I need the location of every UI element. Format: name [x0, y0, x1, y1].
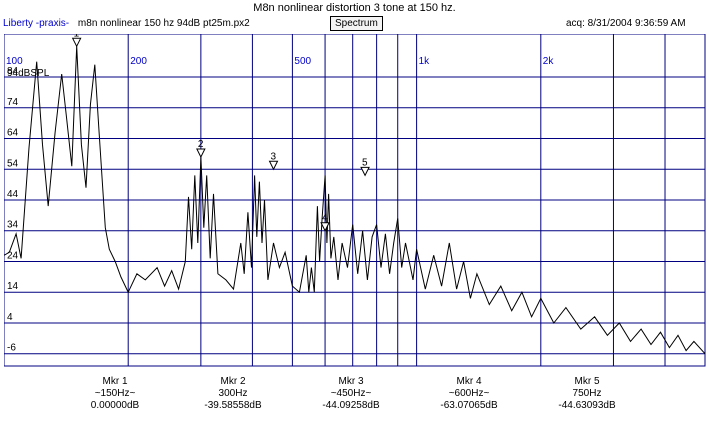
marker-readout-frequency: 300Hz: [218, 388, 248, 399]
marker-4-label: 4: [322, 213, 328, 224]
spectrum-view-button[interactable]: Spectrum: [330, 16, 383, 31]
y-tick-label: 14: [7, 281, 19, 292]
x-tick-label: 500: [294, 56, 311, 67]
y-tick-label: 4: [7, 312, 13, 323]
x-tick-label: 2k: [543, 56, 555, 67]
marker-1-triangle[interactable]: [71, 37, 82, 48]
marker-1-label: 1: [74, 34, 80, 39]
marker-3-triangle[interactable]: [268, 160, 279, 171]
y-tick-label: 64: [7, 128, 19, 139]
marker-2-label: 2: [198, 139, 204, 150]
marker-readout-value: -44.63093dB: [558, 400, 616, 411]
y-tick-label: 54: [7, 158, 19, 169]
y-tick-label: 84: [7, 66, 19, 77]
marker-5-label: 5: [362, 157, 368, 168]
marker-readout-value: -39.58558dB: [204, 400, 262, 411]
marker-readout-4: Mkr 4 ~600Hz~ -63.07065dB: [414, 376, 524, 412]
marker-readout-value: -44.09258dB: [322, 400, 380, 411]
marker-readout-1: Mkr 1 ~150Hz~ 0.00000dB: [60, 376, 170, 412]
y-tick-label: -6: [7, 343, 16, 354]
marker-readout-name: Mkr 4: [456, 376, 482, 387]
y-tick-label: 74: [7, 97, 19, 108]
marker-readout-name: Mkr 3: [338, 376, 364, 387]
marker-readout-name: Mkr 1: [102, 376, 128, 387]
marker-readout-frequency: ~600Hz~: [448, 388, 490, 399]
marker-readout-value: 0.00000dB: [90, 400, 140, 411]
marker-2-triangle[interactable]: [196, 148, 206, 159]
y-tick-labels: 84 74 64 54 44 34 24 14 4 -6: [7, 66, 19, 354]
marker-readout-value: -63.07065dB: [440, 400, 498, 411]
x-tick-label: 1k: [419, 56, 431, 67]
markers: 1 2 3 4 5: [71, 34, 370, 232]
marker-5-triangle[interactable]: [360, 166, 370, 177]
file-info: Liberty -praxis- m8n nonlinear 150 hz 94…: [3, 18, 250, 29]
marker-4-triangle[interactable]: [320, 222, 330, 232]
marker-readout-2: Mkr 2 300Hz -39.58558dB: [178, 376, 288, 412]
app-label: Liberty -praxis-: [3, 18, 70, 29]
file-name: m8n nonlinear 150 hz 94dB pt25m.px2: [77, 18, 250, 29]
marker-readout-frequency: ~450Hz~: [330, 388, 372, 399]
y-tick-label: 44: [7, 189, 19, 200]
x-tick-labels: 100 200 500 1k 2k: [6, 56, 554, 67]
marker-readout-5: Mkr 5 750Hz -44.63093dB: [532, 376, 642, 412]
marker-readout-frequency: 750Hz: [572, 388, 602, 399]
chart-title: M8n nonlinear distortion 3 tone at 150 h…: [253, 2, 456, 14]
marker-readout-name: Mkr 2: [220, 376, 246, 387]
x-tick-label: 200: [130, 56, 147, 67]
marker-readout-name: Mkr 5: [574, 376, 600, 387]
y-tick-label: 34: [7, 220, 19, 231]
marker-readout-3: Mkr 3 ~450Hz~ -44.09258dB: [296, 376, 406, 412]
y-unit-label: 94dBSPL: [7, 68, 50, 79]
spectrum-trace: [4, 46, 706, 355]
acquisition-timestamp: acq: 8/31/2004 9:36:59 AM: [566, 18, 686, 29]
marker-readout-frequency: ~150Hz~: [94, 388, 136, 399]
y-tick-label: 24: [7, 250, 19, 261]
marker-3-label: 3: [271, 151, 277, 162]
x-tick-label: 100: [6, 56, 23, 67]
